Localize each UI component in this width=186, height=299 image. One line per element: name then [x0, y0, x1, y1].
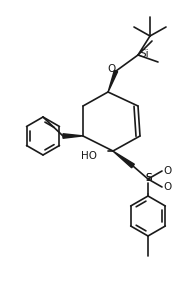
Text: O: O: [108, 64, 116, 74]
Text: O: O: [163, 166, 171, 176]
Text: Si: Si: [139, 49, 149, 59]
Polygon shape: [108, 70, 118, 92]
Text: O: O: [163, 182, 171, 192]
Text: S: S: [146, 173, 152, 183]
Text: HO: HO: [81, 151, 97, 161]
Polygon shape: [113, 151, 134, 168]
Text: S: S: [146, 173, 152, 183]
Polygon shape: [63, 134, 83, 138]
